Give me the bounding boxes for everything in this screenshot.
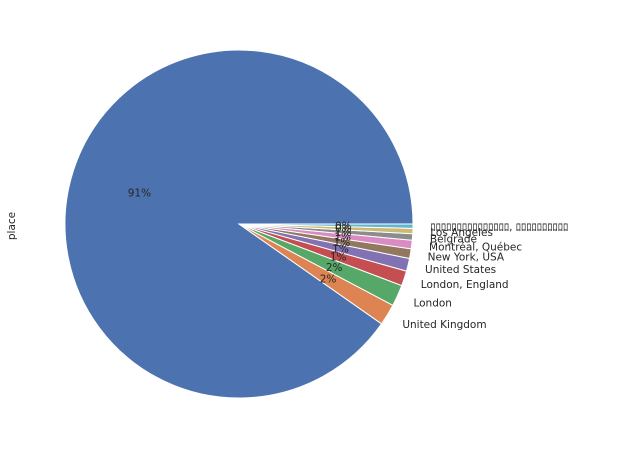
slice-percent-label: 1%: [332, 243, 349, 255]
slice-category-label: United Kingdom: [402, 319, 486, 331]
slice-percent-label: 2%: [326, 262, 343, 274]
slice-percent-label: 1%: [334, 237, 351, 249]
slice-percent-label: 0%: [335, 220, 352, 232]
slice-percent-label: 91%: [128, 188, 151, 200]
slice-percent-label: 0%: [335, 223, 352, 235]
slice-category-label: ﾛﾛﾛﾛﾛﾛﾛﾛﾛﾛﾛﾛﾛﾛﾛ, ﾛﾛﾛﾛﾛﾛﾛﾛﾛﾛ: [430, 221, 568, 233]
slice-percent-label: 2%: [320, 273, 337, 285]
slice-category-label: Los Angeles: [430, 227, 493, 239]
y-axis-label: place: [6, 212, 18, 240]
slice-category-label: London, England: [421, 279, 509, 291]
pie-slice: [238, 223, 414, 229]
slice-percent-label: 1%: [330, 252, 347, 264]
slice-category-label: Montréal, Québec: [429, 242, 522, 254]
slice-category-label: London: [413, 298, 452, 310]
slice-percent-label: 1%: [334, 231, 351, 243]
slice-category-label: United States: [425, 264, 496, 276]
slice-category-label: New York, USA: [428, 252, 505, 264]
slice-percent-label: 1%: [335, 227, 352, 239]
slice-category-label: Belgrade: [430, 233, 477, 245]
